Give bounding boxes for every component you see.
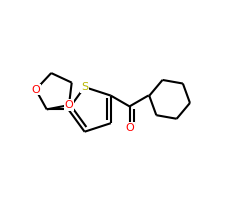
Text: S: S bbox=[81, 82, 88, 92]
Text: O: O bbox=[31, 85, 40, 95]
Text: O: O bbox=[125, 123, 134, 133]
Text: O: O bbox=[65, 100, 73, 110]
